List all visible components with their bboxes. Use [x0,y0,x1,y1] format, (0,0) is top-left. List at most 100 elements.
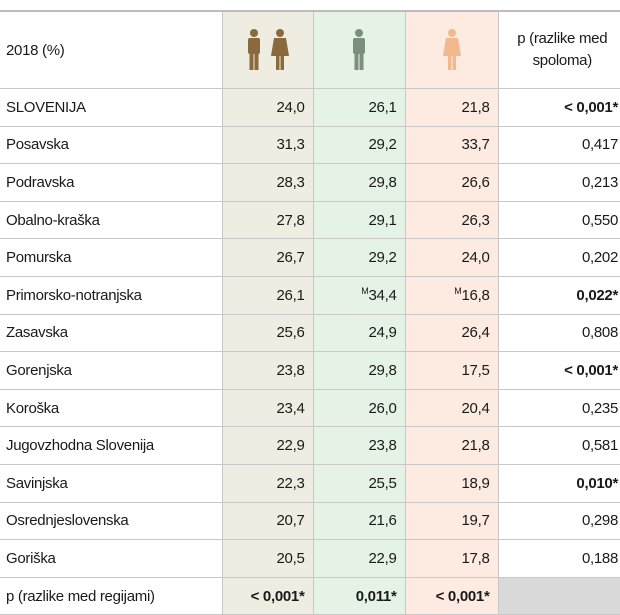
empty-cell [497,577,620,615]
p-value: 0,202 [497,238,620,277]
row: Primorsko-notranjska 26,1 M34,4 M16,8 0,022* [0,276,620,315]
p-value: 0,581 [497,426,620,465]
male: 29,8 [312,351,405,390]
row: Podravska 28,3 29,8 26,6 0,213 [0,163,620,202]
row: Pomurska 26,7 29,2 24,0 0,202 [0,238,620,277]
male: M34,4 [312,276,405,315]
female: 21,8 [404,426,498,465]
table-wrap: 2018 (%) p (razlike med spoloma) SLOVENI… [0,10,620,615]
p-value: < 0,001* [497,88,620,127]
total: 22,9 [221,426,313,465]
male: 25,5 [312,464,405,503]
icon-both [247,29,289,70]
row: Gorenjska 23,8 29,8 17,5 < 0,001* [0,351,620,390]
region: Goriška [0,539,222,578]
p-value: 0,298 [497,502,620,541]
value: 34,4 [368,287,397,305]
table-body: 2018 (%) p (razlike med spoloma) SLOVENI… [0,10,620,615]
region: Osrednjeslovenska [0,502,222,541]
female: 19,7 [404,502,498,541]
flag: M [454,286,462,297]
header-p: p (razlike med spoloma) [497,10,620,89]
header-icon-male [312,10,405,89]
female: 17,8 [404,539,498,578]
value: 16,8 [461,287,490,305]
row: SLOVENIJA 24,0 26,1 21,8 < 0,001* [0,88,620,127]
row: Osrednjeslovenska 20,7 21,6 19,7 0,298 [0,502,620,541]
total: 23,8 [221,351,313,390]
female: 26,3 [404,201,498,240]
total: 24,0 [221,88,313,127]
total: 22,3 [221,464,313,503]
male: 29,1 [312,201,405,240]
region: Koroška [0,389,222,428]
female: 21,8 [404,88,498,127]
total: 26,7 [221,238,313,277]
p-value: 0,213 [497,163,620,202]
male: 23,8 [312,426,405,465]
footer-male: 0,011* [312,577,405,615]
p-value: 0,188 [497,539,620,578]
row: Savinjska 22,3 25,5 18,9 0,010* [0,464,620,503]
row: Koroška 23,4 26,0 20,4 0,235 [0,389,620,428]
row: Jugovzhodna Slovenija 22,9 23,8 21,8 0,581 [0,426,620,465]
male: 26,0 [312,389,405,428]
region: Savinjska [0,464,222,503]
region: Obalno-kraška [0,201,222,240]
male: 29,2 [312,238,405,277]
row: Goriška 20,5 22,9 17,8 0,188 [0,539,620,578]
total: 26,1 [221,276,313,315]
p-value: 0,417 [497,126,620,165]
p-value: 0,235 [497,389,620,428]
region: Posavska [0,126,222,165]
region: Pomurska [0,238,222,277]
p-value: < 0,001* [497,351,620,390]
total: 23,4 [221,389,313,428]
female: M16,8 [404,276,498,315]
footer-total: < 0,001* [221,577,313,615]
male: 21,6 [312,502,405,541]
total: 25,6 [221,314,313,353]
region: Gorenjska [0,351,222,390]
flag: M [361,286,369,297]
female: 26,4 [404,314,498,353]
row: Zasavska 25,6 24,9 26,4 0,808 [0,314,620,353]
header-label: 2018 (%) [0,10,222,89]
female: 33,7 [404,126,498,165]
male: 26,1 [312,88,405,127]
icon-female [442,29,461,70]
row: Posavska 31,3 29,2 33,7 0,417 [0,126,620,165]
male: 29,2 [312,126,405,165]
female: 20,4 [404,389,498,428]
region: Zasavska [0,314,222,353]
total: 31,3 [221,126,313,165]
female: 26,6 [404,163,498,202]
region: SLOVENIJA [0,88,222,127]
header-icon-total [221,10,313,89]
female: 17,5 [404,351,498,390]
header-row: 2018 (%) p (razlike med spoloma) [0,10,620,89]
header-icon-female [404,10,498,89]
total: 20,7 [221,502,313,541]
female: 24,0 [404,238,498,277]
male: 22,9 [312,539,405,578]
row: Obalno-kraška 27,8 29,1 26,3 0,550 [0,201,620,240]
icon-male [353,29,365,70]
female: 18,9 [404,464,498,503]
p-value: 0,010* [497,464,620,503]
p-value: 0,808 [497,314,620,353]
table: 2018 (%) p (razlike med spoloma) SLOVENI… [0,10,620,615]
region: Podravska [0,163,222,202]
p-value: 0,550 [497,201,620,240]
male: 24,9 [312,314,405,353]
total: 20,5 [221,539,313,578]
footer-row: p (razlike med regijami) < 0,001* 0,011* < … [0,577,620,615]
region: Primorsko-notranjska [0,276,222,315]
total: 27,8 [221,201,313,240]
region: Jugovzhodna Slovenija [0,426,222,465]
footer-female: < 0,001* [404,577,498,615]
p-value: 0,022* [497,276,620,315]
male: 29,8 [312,163,405,202]
footer-label: p (razlike med regijami) [0,577,222,615]
